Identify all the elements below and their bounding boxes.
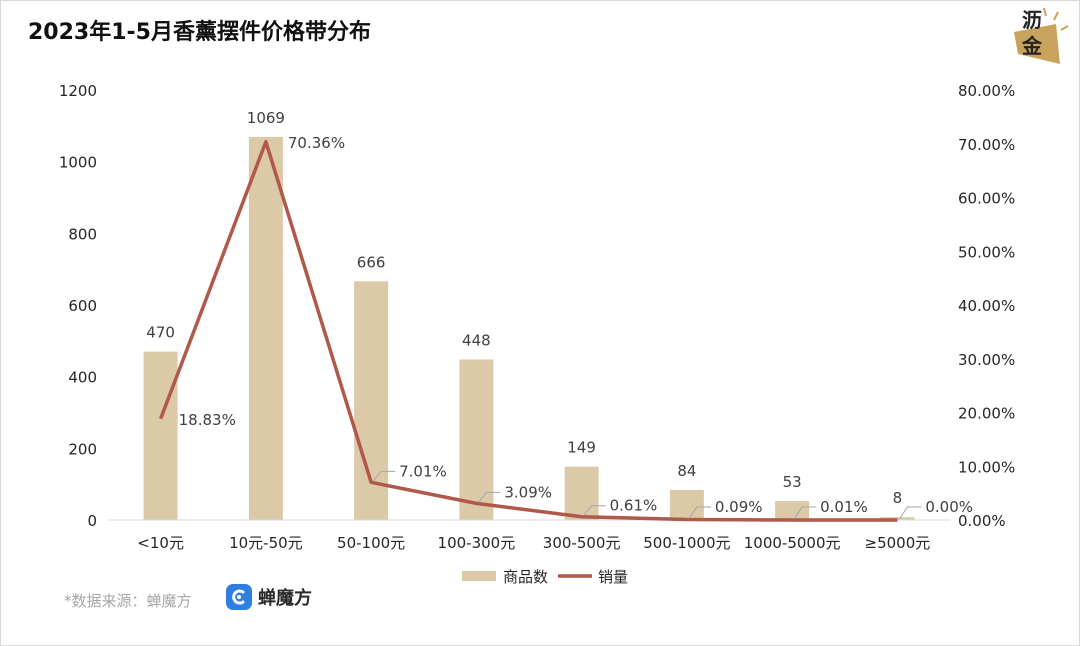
y2-tick-label: 40.00% bbox=[958, 297, 1015, 315]
x-tick-label: 500-1000元 bbox=[643, 534, 730, 552]
bar-value-label: 8 bbox=[893, 489, 903, 507]
bar bbox=[459, 359, 494, 520]
y2-tick-label: 50.00% bbox=[958, 243, 1015, 261]
x-tick-label: <10元 bbox=[137, 534, 184, 552]
bar bbox=[669, 489, 704, 520]
brand: 蝉魔方 bbox=[226, 584, 312, 610]
bar bbox=[143, 351, 178, 520]
y2-tick-label: 70.00% bbox=[958, 136, 1015, 154]
line-value-label: 70.36% bbox=[288, 134, 345, 152]
line-value-label: 0.00% bbox=[925, 498, 973, 516]
line-value-label: 0.09% bbox=[715, 498, 763, 516]
y-tick-label: 800 bbox=[68, 225, 97, 243]
sales-line bbox=[158, 140, 898, 522]
bar-value-label: 666 bbox=[357, 253, 386, 271]
logo-char-2: 金 bbox=[1022, 34, 1042, 58]
line-value-label: 18.83% bbox=[179, 411, 236, 429]
bar bbox=[775, 501, 810, 520]
bar-value-label: 1069 bbox=[247, 109, 285, 127]
label-leader-line bbox=[477, 491, 501, 503]
y-tick-label: 200 bbox=[68, 440, 97, 458]
x-tick-label: ≥5000元 bbox=[865, 534, 931, 552]
label-leader-line bbox=[583, 505, 606, 517]
x-tick-label: 1000-5000元 bbox=[744, 534, 841, 552]
bar-value-label: 448 bbox=[462, 331, 491, 349]
x-tick-label: 300-500元 bbox=[543, 534, 621, 552]
chart-title: 2023年1-5月香薰摆件价格带分布 bbox=[28, 20, 371, 45]
y-tick-label: 0 bbox=[87, 512, 97, 530]
y2-tick-label: 20.00% bbox=[958, 405, 1015, 423]
brand-name: 蝉魔方 bbox=[258, 588, 312, 609]
x-tick-label: 100-300元 bbox=[438, 534, 516, 552]
y2-tick-label: 60.00% bbox=[958, 190, 1015, 208]
y2-tick-label: 30.00% bbox=[958, 351, 1015, 369]
bar-value-label: 149 bbox=[567, 439, 596, 457]
label-leader-line bbox=[372, 470, 396, 482]
bar-value-label: 470 bbox=[146, 324, 175, 342]
bar bbox=[248, 136, 283, 521]
line-value-label: 3.09% bbox=[504, 483, 552, 501]
line-value-label: 0.61% bbox=[610, 497, 658, 515]
legend-label-line: 销量 bbox=[598, 568, 628, 586]
y-tick-label: 1000 bbox=[59, 154, 97, 172]
y2-tick-label: 80.00% bbox=[958, 82, 1015, 100]
y-tick-label: 1200 bbox=[59, 82, 97, 100]
label-leader-line bbox=[688, 506, 711, 519]
line-value-label: 7.01% bbox=[399, 462, 447, 480]
label-leader-line bbox=[898, 506, 922, 520]
line-value-label: 0.01% bbox=[820, 498, 868, 516]
y-tick-label: 400 bbox=[68, 369, 97, 387]
source-note: *数据来源：蝉魔方 bbox=[64, 592, 192, 610]
y2-tick-label: 0.00% bbox=[958, 512, 1006, 530]
legend-label-bar: 商品数 bbox=[503, 568, 548, 586]
bar-value-label: 53 bbox=[783, 473, 802, 491]
logo-char-1: 沥 bbox=[1022, 8, 1042, 32]
y-tick-label: 600 bbox=[68, 297, 97, 315]
bar-value-label: 84 bbox=[677, 462, 696, 480]
brand-icon bbox=[226, 584, 252, 610]
logo-shape bbox=[1014, 7, 1069, 64]
bar bbox=[564, 466, 599, 520]
x-tick-label: 50-100元 bbox=[337, 534, 405, 552]
legend-swatch-bar bbox=[462, 571, 496, 581]
label-leader-line bbox=[793, 506, 817, 520]
y2-tick-label: 10.00% bbox=[958, 458, 1015, 476]
x-tick-label: 10元-50元 bbox=[229, 534, 303, 552]
logo: 沥 金 bbox=[1004, 2, 1076, 68]
